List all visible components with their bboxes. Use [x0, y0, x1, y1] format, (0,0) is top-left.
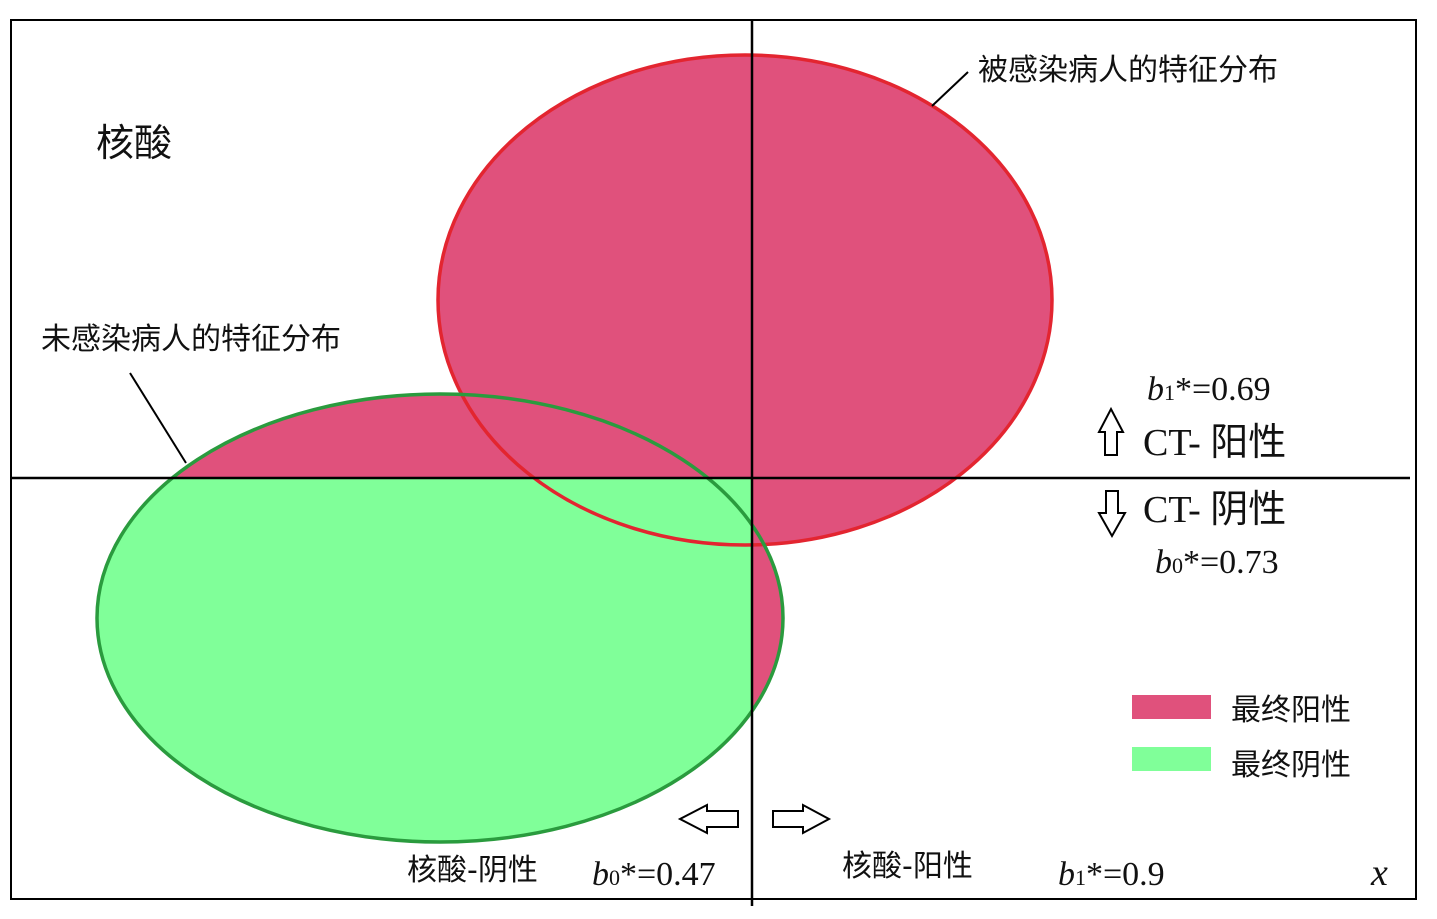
infected-leader-line [931, 71, 969, 107]
y-axis-label: 核酸 [96, 121, 172, 165]
ct-negative-label: CT- 阴性 [1143, 489, 1286, 531]
na-b1-threshold: b1*=0.9 [1058, 856, 1165, 893]
down-arrow-icon [1097, 490, 1127, 539]
infected-distribution-label: 被感染病人的特征分布 [978, 53, 1278, 88]
uninfected-leader-line [129, 372, 187, 464]
legend-swatch-negative [1132, 747, 1211, 771]
infected-distribution-ellipse [436, 53, 1054, 547]
legend-swatch-positive [1132, 695, 1211, 719]
nucleic-acid-negative-label: 核酸-阴性 [407, 853, 538, 888]
legend-label-negative: 最终阴性 [1231, 748, 1351, 783]
uninfected-distribution-label: 未感染病人的特征分布 [41, 322, 341, 357]
ct-b0-threshold: b0*=0.73 [1155, 544, 1279, 581]
na-b0-threshold: b0*=0.47 [592, 856, 716, 893]
right-arrow-icon [772, 803, 832, 835]
x-axis-label: x [1370, 852, 1388, 894]
final-positive-region [172, 55, 1052, 711]
up-arrow-icon [1097, 406, 1125, 456]
nucleic-acid-positive-label: 核酸-阳性 [842, 849, 973, 884]
final-negative-region [97, 478, 752, 842]
frame [10, 19, 1417, 900]
ct-positive-label: CT- 阳性 [1143, 422, 1286, 464]
left-arrow-icon [677, 803, 739, 835]
uninfected-distribution-ellipse [95, 392, 785, 844]
legend-label-positive: 最终阳性 [1231, 693, 1351, 728]
ct-b1-threshold: b1*=0.69 [1147, 371, 1271, 408]
legend: 最终阳性 最终阴性 [1132, 693, 1351, 783]
